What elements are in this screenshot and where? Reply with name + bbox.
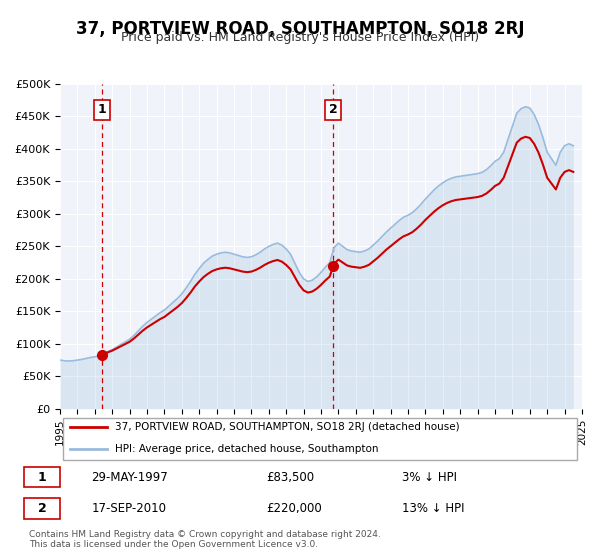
Text: 2: 2: [329, 104, 338, 116]
Text: HPI: Average price, detached house, Southampton: HPI: Average price, detached house, Sout…: [115, 444, 379, 454]
Text: 2: 2: [38, 502, 47, 515]
Text: 29-MAY-1997: 29-MAY-1997: [91, 470, 168, 484]
FancyBboxPatch shape: [23, 498, 60, 519]
Text: £220,000: £220,000: [266, 502, 322, 515]
Text: 13% ↓ HPI: 13% ↓ HPI: [401, 502, 464, 515]
Text: 1: 1: [98, 104, 106, 116]
Text: 17-SEP-2010: 17-SEP-2010: [91, 502, 166, 515]
Text: £83,500: £83,500: [266, 470, 314, 484]
Text: 1: 1: [38, 470, 47, 484]
Text: 37, PORTVIEW ROAD, SOUTHAMPTON, SO18 2RJ (detached house): 37, PORTVIEW ROAD, SOUTHAMPTON, SO18 2RJ…: [115, 422, 460, 432]
Text: Price paid vs. HM Land Registry's House Price Index (HPI): Price paid vs. HM Land Registry's House …: [121, 31, 479, 44]
FancyBboxPatch shape: [62, 418, 577, 460]
Text: Contains HM Land Registry data © Crown copyright and database right 2024.
This d: Contains HM Land Registry data © Crown c…: [29, 530, 381, 549]
Text: 3% ↓ HPI: 3% ↓ HPI: [401, 470, 457, 484]
Text: 37, PORTVIEW ROAD, SOUTHAMPTON, SO18 2RJ: 37, PORTVIEW ROAD, SOUTHAMPTON, SO18 2RJ: [76, 20, 524, 38]
FancyBboxPatch shape: [23, 467, 60, 487]
